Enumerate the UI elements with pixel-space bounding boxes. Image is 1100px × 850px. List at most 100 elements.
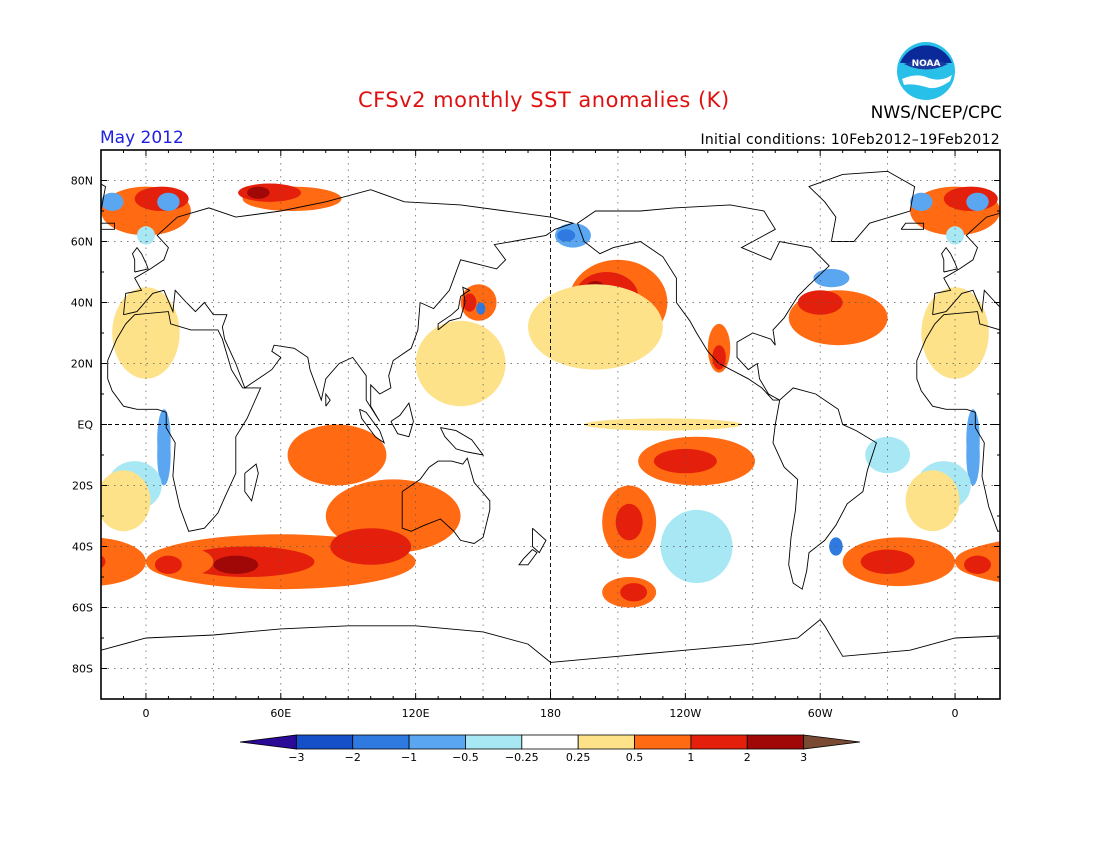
colorbar-label: 0.5 [626, 751, 644, 764]
agency-label: NWS/NCEP/CPC [870, 103, 1002, 123]
longitude-label: 120W [669, 707, 701, 720]
anomaly-region [712, 345, 726, 370]
anomaly-region [154, 555, 182, 574]
coastline [390, 402, 414, 438]
coastline [808, 170, 916, 242]
anomaly-region [56, 437, 101, 474]
anomaly-region [1052, 187, 1100, 211]
colorbar-label: 1 [687, 751, 694, 764]
anomaly-region [620, 583, 648, 602]
coastline [550, 619, 1000, 663]
colorbar-label: −2 [345, 751, 361, 764]
latitude-label: 20N [71, 358, 93, 371]
anomaly-region [287, 424, 387, 486]
coastline [107, 311, 262, 532]
anomaly-region [966, 192, 989, 212]
anomaly-region [653, 448, 717, 474]
coastline [101, 625, 551, 663]
colorbar-label: −1 [401, 751, 417, 764]
coastline [916, 311, 1000, 532]
anomaly-region [1047, 184, 1100, 202]
anomaly-region [813, 268, 850, 288]
coastline [1054, 464, 1068, 501]
coastline [101, 222, 115, 230]
longitude-label: 60E [270, 707, 291, 720]
colorbar-label: 2 [744, 751, 751, 764]
anomaly-region [865, 436, 911, 474]
longitude-label: 120E [402, 707, 430, 720]
colorbar-swatch [746, 734, 805, 750]
longitude-label: 0 [142, 707, 149, 720]
anomaly-region [1022, 556, 1067, 574]
anomaly-region [528, 284, 663, 370]
anomaly-region [660, 509, 733, 584]
colorbar-swatch [295, 734, 354, 750]
latitude-label: EQ [77, 419, 93, 432]
anomaly-region [101, 192, 124, 212]
colorbar-swatch [803, 734, 861, 750]
anomaly-region [557, 229, 576, 242]
anomaly-region [157, 424, 171, 486]
coastline [437, 286, 471, 331]
anomaly-region [1097, 425, 1100, 486]
graticule [101, 150, 1000, 699]
colorbar-swatch [352, 734, 410, 750]
anomaly-region [101, 555, 106, 569]
anomaly-region [157, 192, 180, 212]
colorbar-labels: −3 −2 −1 −0.5 −0.25 0.25 0.5 1 2 3 [288, 751, 807, 764]
latitude-label: 40N [71, 297, 93, 310]
axis-ticks [101, 150, 1000, 699]
colorbar-label: −0.25 [505, 751, 539, 764]
latitude-label: 60S [72, 602, 93, 615]
anomaly-region [1056, 187, 1078, 199]
anomaly-region [101, 470, 151, 532]
latitude-label: 20S [72, 480, 93, 493]
colorbar-swatch [465, 734, 523, 750]
anomaly-region [213, 555, 259, 574]
latitude-label: 80S [72, 663, 93, 676]
anomaly-region [247, 186, 270, 199]
coastline [325, 392, 331, 407]
latitude-labels: 80N 60N 40N 20N EQ 20S 40S 60S 80S [71, 175, 94, 676]
anomaly-region [20, 537, 33, 555]
colorbar-swatch [634, 734, 692, 750]
anomaly-region [462, 293, 477, 312]
anomaly-region [860, 549, 915, 574]
colorbar-swatch [690, 734, 748, 750]
colorbar-label: 3 [800, 751, 807, 764]
coastline [439, 427, 485, 456]
anomaly-region [797, 290, 843, 315]
anomaly-region [0, 290, 79, 345]
coastline [941, 246, 958, 273]
anomaly-region [988, 553, 1000, 571]
anomaly-region [964, 555, 992, 574]
anomaly-region [615, 503, 643, 541]
coastline [401, 457, 491, 544]
colorbar-label: −0.5 [452, 751, 479, 764]
initial-conditions: Initial conditions: 10Feb2012–19Feb2012 [700, 132, 1000, 148]
coastline [359, 408, 386, 444]
latitude-label: 80N [71, 175, 93, 188]
colorbar-swatch [577, 734, 635, 750]
coastline [518, 549, 538, 566]
coastline [131, 246, 149, 273]
coastline [244, 463, 259, 502]
latitude-label: 60N [71, 236, 93, 249]
colorbar-swatch [521, 734, 579, 750]
noaa-logo: NOAA [897, 42, 955, 100]
coastline [900, 222, 925, 230]
colorbar-swatch [408, 734, 466, 750]
colorbar-label: 0.25 [566, 751, 591, 764]
colorbar-label: −3 [288, 751, 304, 764]
noaa-logo-text: NOAA [912, 59, 941, 69]
longitude-label: 180 [540, 707, 561, 720]
anomaly-region [330, 528, 412, 565]
anomaly-region [476, 302, 486, 315]
coastline [0, 205, 20, 400]
colorbar-swatch [239, 734, 297, 750]
coastline [532, 527, 547, 554]
coastline [123, 189, 575, 422]
longitude-label: 0 [952, 707, 959, 720]
longitude-label: 60W [808, 707, 833, 720]
